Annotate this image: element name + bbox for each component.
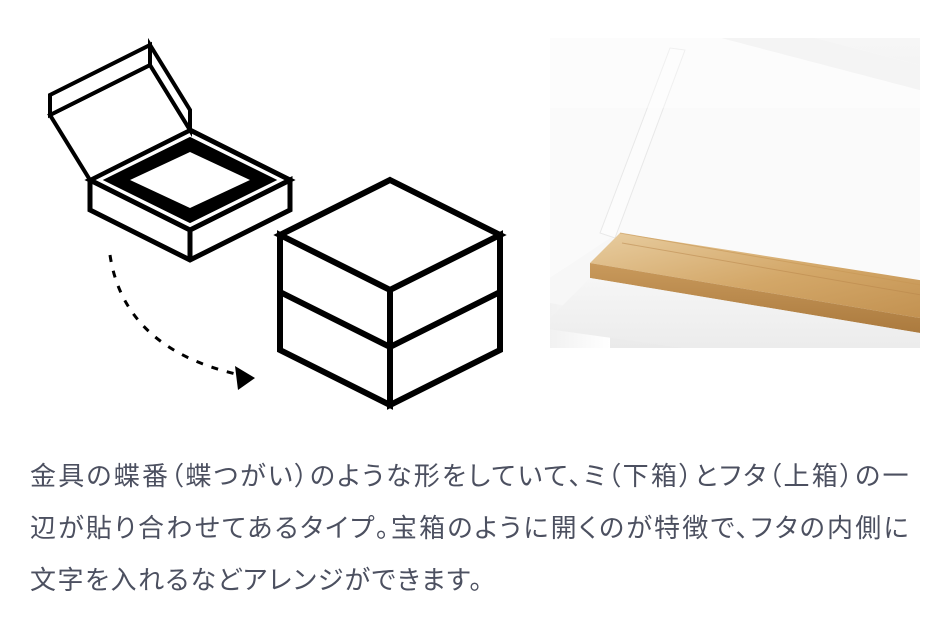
closed-box (280, 180, 500, 405)
figure-row (0, 0, 935, 430)
description-text: 金具の蝶番（蝶つがい）のような形をしていて、ミ（下箱）とフタ（上箱）の一辺が貼り… (30, 450, 910, 606)
page-root: 金具の蝶番（蝶つがい）のような形をしていて、ミ（下箱）とフタ（上箱）の一辺が貼り… (0, 0, 935, 618)
box-diagram (30, 10, 528, 418)
open-box (50, 45, 290, 260)
product-photo (550, 38, 920, 348)
transition-arrow (110, 255, 255, 390)
diagram-svg (30, 10, 528, 418)
photo-svg (550, 38, 920, 348)
